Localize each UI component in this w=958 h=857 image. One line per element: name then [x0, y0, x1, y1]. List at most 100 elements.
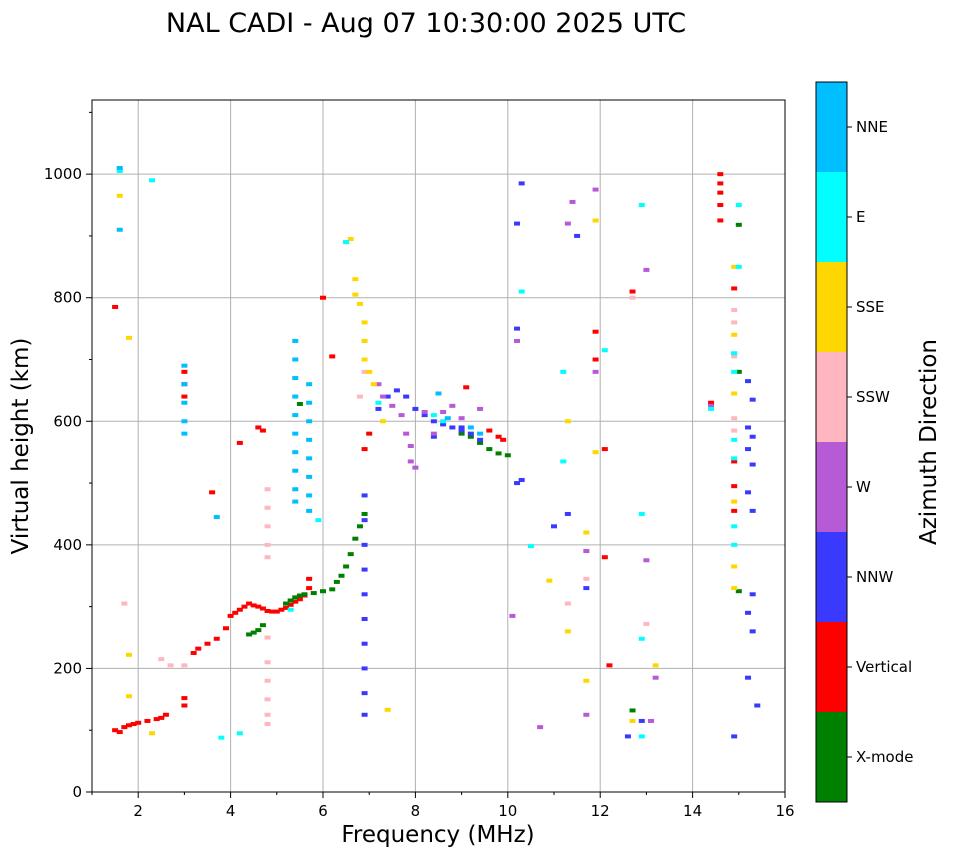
data-point-vertical [246, 601, 253, 606]
data-point-sse [352, 277, 359, 282]
data-point-sse [546, 578, 553, 583]
data-point-vertical [320, 295, 326, 300]
data-point-e [638, 203, 645, 208]
data-point-vertical [112, 728, 119, 733]
data-point-ssw [264, 542, 271, 547]
data-point-nnw [361, 493, 368, 498]
data-point-x-mode [259, 623, 266, 628]
data-point-nnw [745, 490, 752, 495]
data-point-vertical [500, 437, 507, 442]
data-point-nnw [361, 641, 368, 646]
data-point-nnw [749, 508, 756, 513]
data-point-x-mode [735, 369, 742, 374]
y-axis-label: Virtual height (km) [8, 338, 34, 555]
data-point-ssw [121, 601, 128, 606]
data-point-vertical [181, 703, 188, 708]
data-point-nnw [421, 413, 428, 418]
x-tick-label: 12 [591, 802, 610, 820]
data-point-w [583, 549, 590, 554]
data-point-vertical [181, 394, 188, 399]
data-point-nne [292, 431, 299, 436]
data-point-vertical [227, 613, 234, 618]
data-point-ssw [167, 663, 174, 668]
data-point-e [735, 264, 742, 269]
x-axis-label: Frequency (MHz) [341, 822, 534, 848]
data-point-nne [181, 431, 188, 436]
data-point-ssw [264, 635, 271, 640]
y-tick-label: 600 [53, 412, 82, 430]
data-point-sse [361, 320, 368, 325]
data-point-nnw [393, 388, 400, 393]
data-point-nnw [361, 712, 368, 717]
data-point-e [560, 369, 567, 374]
data-point-nnw [745, 379, 752, 384]
data-point-w [458, 416, 465, 421]
data-point-sse [564, 419, 571, 424]
data-point-sse [731, 264, 738, 269]
data-point-vertical [708, 400, 715, 405]
data-point-vertical [236, 607, 243, 612]
data-point-sse [384, 707, 391, 712]
data-point-vertical [190, 650, 197, 655]
data-point-vertical [255, 604, 262, 609]
data-point-nnw [749, 592, 756, 597]
data-point-w [421, 410, 428, 415]
data-point-e [527, 544, 534, 549]
data-point-vertical [121, 725, 128, 730]
colorbar-tick-label: E [856, 208, 865, 226]
data-point-nnw [384, 394, 391, 399]
data-point-sse [125, 694, 132, 699]
data-point-nne [306, 508, 313, 513]
data-point-x-mode [310, 591, 317, 596]
data-point-ssw [564, 601, 571, 606]
data-point-w [477, 406, 484, 411]
data-point-nne [292, 487, 299, 492]
data-point-vertical [222, 626, 229, 631]
data-point-x-mode [296, 593, 303, 598]
data-point-vertical [306, 586, 313, 591]
data-point-nnw [361, 518, 368, 523]
data-point-e [315, 518, 322, 523]
data-point-vertical [112, 304, 119, 309]
data-point-nnw [564, 511, 571, 516]
data-point-nne [477, 431, 484, 436]
colorbar: X-mode Vertical NNW W SSW SSE E NNE [815, 81, 913, 803]
chart-title: NAL CADI - Aug 07 10:30:00 2025 UTC [166, 8, 686, 39]
data-point-vertical [130, 722, 137, 727]
data-point-x-mode [361, 511, 368, 516]
data-point-w [537, 725, 544, 730]
data-point-nne [306, 400, 313, 405]
data-point-e [731, 456, 738, 461]
data-point-vertical [264, 608, 271, 613]
data-point-sse [370, 382, 377, 387]
data-point-vertical [259, 428, 266, 433]
data-point-vertical [592, 357, 599, 362]
data-point-nne [116, 165, 123, 170]
y-tick-label: 200 [53, 659, 82, 677]
data-point-e [149, 178, 156, 183]
data-point-sse [361, 357, 368, 362]
data-point-sse [356, 301, 363, 306]
data-point-vertical [236, 440, 243, 445]
data-point-vertical [361, 447, 368, 452]
data-point-nne [181, 419, 188, 424]
data-point-nnw [430, 419, 437, 424]
data-point-vertical [486, 428, 493, 433]
data-point-ssw [731, 308, 738, 313]
data-point-nnw [745, 610, 752, 615]
data-point-e [375, 400, 382, 405]
data-point-ssw [731, 320, 738, 325]
data-point-e [638, 636, 645, 641]
data-point-nne [306, 437, 313, 442]
data-point-vertical [287, 602, 294, 607]
data-point-nnw [514, 221, 521, 226]
colorbar-tick-label: NNW [856, 568, 893, 586]
colorbar-segment [816, 442, 847, 532]
data-point-w [564, 221, 571, 226]
data-point-ssw [629, 295, 636, 300]
data-point-w [592, 369, 599, 374]
data-point-e [560, 459, 567, 464]
colorbar-label: Azimuth Direction [916, 339, 942, 545]
data-point-vertical [283, 605, 290, 610]
data-point-w [407, 444, 414, 448]
